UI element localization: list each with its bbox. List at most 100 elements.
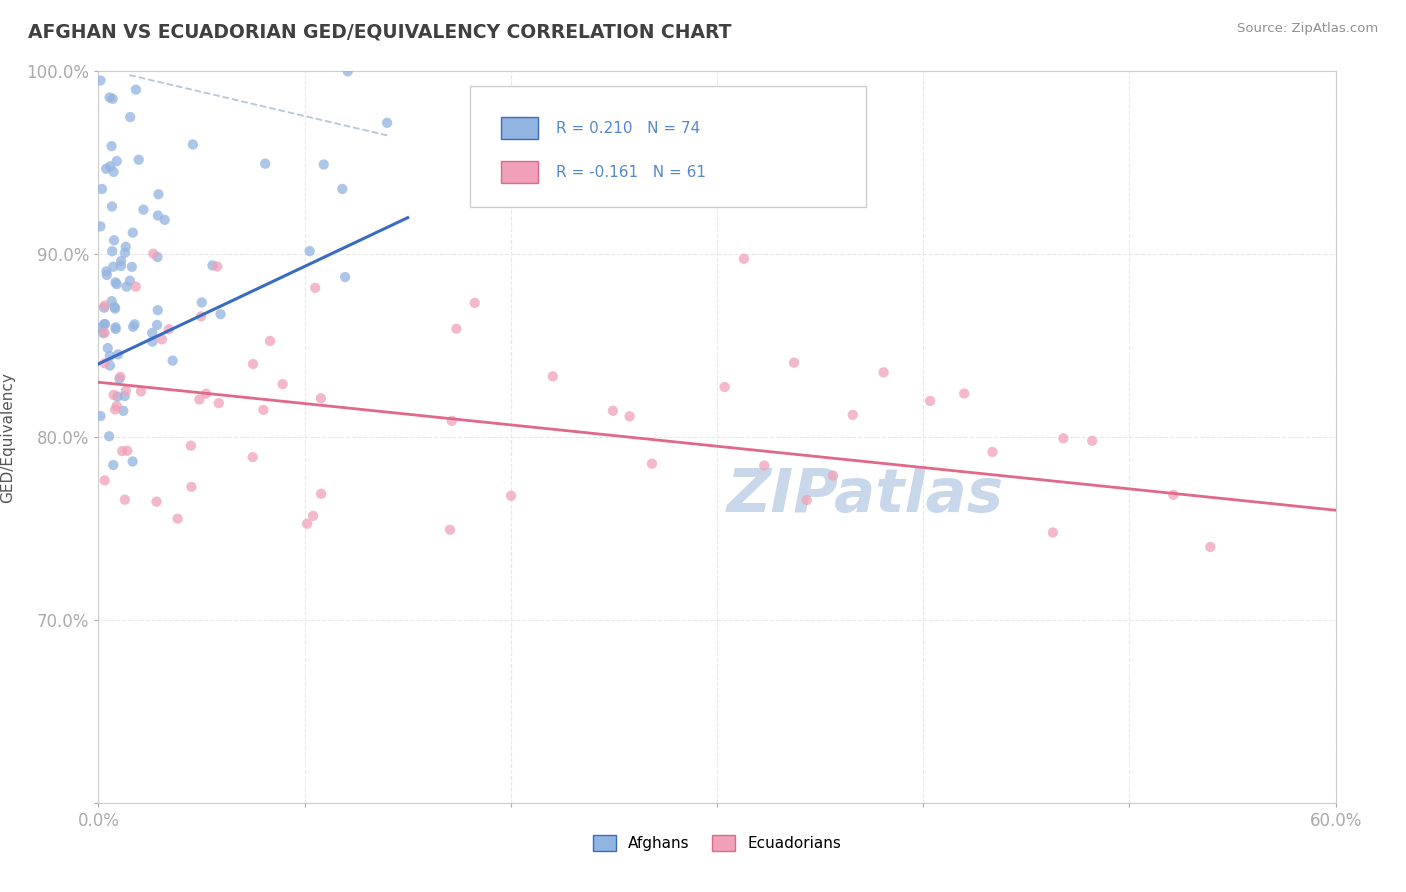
Point	[336, 64, 359, 78]
Point	[94, 317, 117, 331]
Point	[440, 414, 463, 428]
Point	[110, 259, 132, 273]
Point	[446, 322, 468, 336]
Point	[104, 320, 127, 334]
Point	[1042, 525, 1064, 540]
Point	[105, 399, 128, 413]
Point	[541, 369, 564, 384]
Point	[114, 389, 136, 403]
Point	[1199, 540, 1222, 554]
Point	[141, 334, 163, 349]
Point	[93, 301, 115, 315]
Point	[117, 443, 139, 458]
Point	[93, 356, 115, 370]
Point	[93, 474, 115, 488]
Text: Source: ZipAtlas.com: Source: ZipAtlas.com	[1237, 22, 1378, 36]
Point	[146, 209, 169, 223]
Point	[105, 154, 128, 169]
Point	[110, 254, 132, 268]
Point	[242, 450, 264, 464]
Point	[295, 516, 318, 531]
Point	[302, 508, 325, 523]
Point	[89, 73, 111, 87]
Point	[141, 326, 163, 340]
Point	[120, 110, 142, 124]
FancyBboxPatch shape	[470, 86, 866, 207]
Point	[118, 274, 141, 288]
Point	[93, 317, 115, 331]
Point	[96, 264, 118, 278]
Point	[208, 396, 231, 410]
Point	[98, 359, 121, 373]
Point	[103, 300, 125, 314]
Point	[439, 523, 461, 537]
Point	[89, 219, 111, 234]
Point	[114, 492, 136, 507]
Point	[103, 388, 125, 402]
Point	[98, 160, 121, 174]
Point	[96, 268, 118, 282]
Point	[205, 260, 228, 274]
Point	[150, 332, 173, 346]
Point	[166, 511, 188, 525]
Point	[157, 322, 180, 336]
Point	[103, 165, 125, 179]
Point	[125, 279, 148, 293]
Point	[146, 318, 169, 332]
Y-axis label: GED/Equivalency: GED/Equivalency	[0, 372, 15, 502]
Point	[103, 233, 125, 247]
Point	[110, 369, 132, 384]
Point	[602, 403, 624, 417]
Point	[142, 246, 165, 260]
Point	[98, 429, 121, 443]
Point	[271, 377, 294, 392]
Point	[101, 200, 124, 214]
Text: R = -0.161   N = 61: R = -0.161 N = 61	[557, 165, 706, 180]
Point	[783, 356, 806, 370]
Point	[96, 161, 118, 176]
Point	[89, 409, 111, 423]
Point	[129, 384, 152, 399]
Point	[1163, 488, 1185, 502]
Point	[98, 90, 121, 104]
Point	[304, 281, 326, 295]
Point	[191, 295, 214, 310]
Point	[733, 252, 755, 266]
Point	[713, 380, 735, 394]
Point	[309, 487, 332, 501]
Point	[201, 259, 224, 273]
Point	[93, 326, 115, 341]
Point	[180, 439, 202, 453]
Point	[162, 353, 184, 368]
Point	[115, 279, 138, 293]
Point	[981, 445, 1004, 459]
Point	[796, 493, 818, 508]
Point	[641, 457, 664, 471]
Point	[1052, 431, 1074, 445]
Point	[309, 391, 332, 405]
Point	[132, 202, 155, 217]
Point	[754, 458, 776, 473]
Point	[93, 299, 115, 313]
Text: ZIPatlas: ZIPatlas	[727, 467, 1004, 525]
Text: R = 0.210   N = 74: R = 0.210 N = 74	[557, 121, 700, 136]
Point	[114, 240, 136, 254]
Point	[91, 182, 114, 196]
Point	[89, 320, 111, 334]
Point	[180, 480, 202, 494]
Point	[115, 384, 138, 398]
Point	[93, 326, 115, 340]
Point	[105, 277, 128, 292]
Point	[145, 494, 167, 508]
Point	[188, 392, 211, 407]
Legend: Afghans, Ecuadorians: Afghans, Ecuadorians	[586, 830, 848, 857]
Point	[298, 244, 321, 259]
Point	[619, 409, 641, 424]
Text: AFGHAN VS ECUADORIAN GED/EQUIVALENCY CORRELATION CHART: AFGHAN VS ECUADORIAN GED/EQUIVALENCY COR…	[28, 22, 731, 41]
Point	[312, 157, 335, 171]
Point	[121, 454, 143, 468]
Point	[254, 157, 277, 171]
Point	[104, 276, 127, 290]
Point	[124, 318, 146, 332]
Point	[101, 92, 124, 106]
